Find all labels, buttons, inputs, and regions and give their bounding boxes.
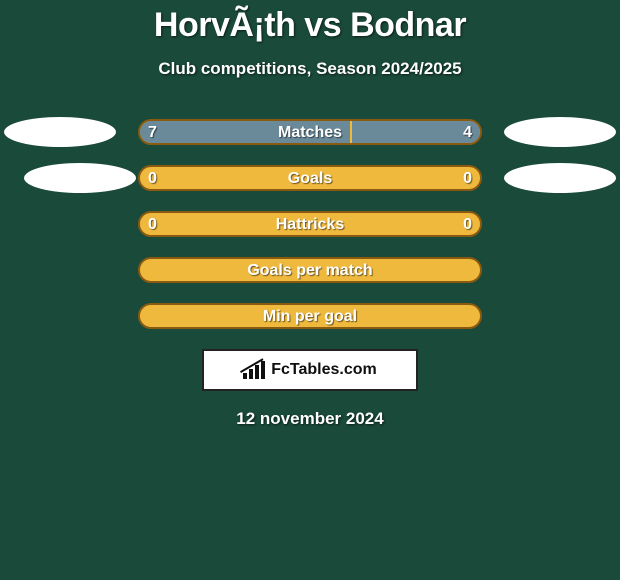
stat-label: Min per goal bbox=[140, 305, 480, 329]
stat-row: Min per goal bbox=[0, 303, 620, 329]
stat-value-right: 4 bbox=[463, 121, 472, 145]
stat-row: 74Matches bbox=[0, 119, 620, 145]
branding-text: FcTables.com bbox=[271, 361, 377, 379]
stat-bar-track: 0 0Goals bbox=[138, 165, 482, 191]
stat-label: Hattricks bbox=[140, 213, 480, 237]
stat-bar-track: 0 0Hattricks bbox=[138, 211, 482, 237]
stat-bar-left-fill bbox=[140, 121, 350, 143]
stat-label: Goals bbox=[140, 167, 480, 191]
stat-value-left: 0 bbox=[148, 167, 157, 191]
stat-label: Goals per match bbox=[140, 259, 480, 283]
branding-box: FcTables.com bbox=[202, 349, 418, 391]
subtitle: Club competitions, Season 2024/2025 bbox=[0, 59, 620, 79]
stat-row: 0 0Hattricks bbox=[0, 211, 620, 237]
date-label: 12 november 2024 bbox=[0, 409, 620, 429]
player-chip-right bbox=[504, 163, 616, 193]
stat-value-right: 0 bbox=[463, 213, 472, 237]
fctables-logo-icon bbox=[243, 361, 265, 379]
page-title: HorvÃ¡th vs Bodnar bbox=[0, 6, 620, 45]
stat-bar-track: Min per goal bbox=[138, 303, 482, 329]
player-chip-right bbox=[504, 117, 616, 147]
stat-row: 0 0Goals bbox=[0, 165, 620, 191]
player-chip-left bbox=[24, 163, 136, 193]
stat-bar-track: 74Matches bbox=[138, 119, 482, 145]
stat-row: Goals per match bbox=[0, 257, 620, 283]
stat-value-left: 0 bbox=[148, 213, 157, 237]
stat-bar-right-fill bbox=[352, 121, 480, 143]
stat-value-left: 7 bbox=[148, 121, 157, 145]
stat-rows: 74Matches00Goals00HattricksGoals per mat… bbox=[0, 119, 620, 329]
stat-bar-track: Goals per match bbox=[138, 257, 482, 283]
stat-value-right: 0 bbox=[463, 167, 472, 191]
comparison-infographic: HorvÃ¡th vs Bodnar Club competitions, Se… bbox=[0, 0, 620, 580]
player-chip-left bbox=[4, 117, 116, 147]
